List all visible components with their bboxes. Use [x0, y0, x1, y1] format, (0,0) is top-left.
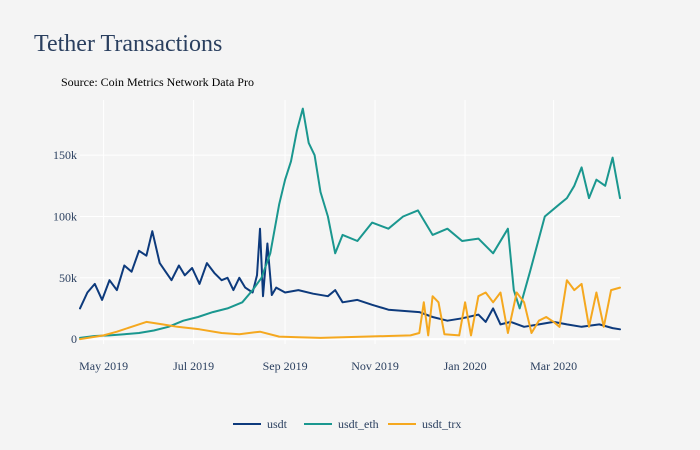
- legend-label-usdt-eth: usdt_eth: [338, 417, 379, 431]
- x-tick-label: Jan 2020: [444, 359, 487, 373]
- series-line-usdt: [79, 227, 621, 331]
- y-tick-label: 50k: [59, 271, 77, 285]
- y-tick-label: 100k: [53, 209, 77, 223]
- chart-title: Tether Transactions: [34, 31, 222, 57]
- legend-label-usdt-trx: usdt_trx: [422, 417, 461, 431]
- x-tick-label: Mar 2020: [530, 359, 577, 373]
- y-axis-ticks: 0 50k 100k 150k: [53, 148, 77, 346]
- series-layer: [79, 107, 621, 341]
- x-axis-ticks: May 2019 Jul 2019 Sep 2019 Nov 2019 Jan 2020…: [79, 359, 577, 373]
- y-tick-label: 150k: [53, 148, 77, 162]
- x-tick-label: Jul 2019: [173, 359, 214, 373]
- chart-subtitle: Source: Coin Metrics Network Data Pro: [61, 75, 254, 89]
- series-line-usdt-trx: [79, 279, 621, 341]
- x-tick-label: May 2019: [79, 359, 128, 373]
- x-tick-label: Nov 2019: [351, 359, 399, 373]
- x-tick-label: Sep 2019: [263, 359, 308, 373]
- series-line-usdt-eth: [79, 107, 621, 339]
- legend: usdt usdt_eth usdt_trx: [233, 417, 461, 431]
- y-tick-label: 0: [71, 332, 77, 346]
- legend-label-usdt: usdt: [267, 417, 288, 431]
